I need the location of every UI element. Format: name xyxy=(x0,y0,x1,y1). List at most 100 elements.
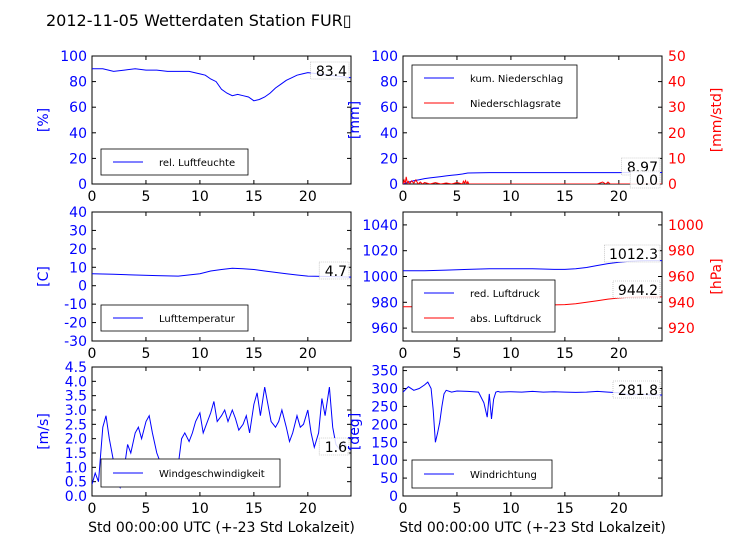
x-tick-label: 15 xyxy=(556,501,574,517)
legend-entry: Niederschlagsrate xyxy=(470,99,561,110)
y-tick-label: 1020 xyxy=(362,244,398,260)
y-tick-label: 0 xyxy=(78,279,87,295)
y-tick-label: 20 xyxy=(69,242,87,258)
legend-box xyxy=(100,148,249,176)
legend-entry: kum. Niederschlag xyxy=(470,74,563,85)
y-tick-label: 100 xyxy=(371,49,398,65)
y2-tick-label: 20 xyxy=(668,126,686,142)
series-line-0 xyxy=(403,381,662,443)
y-axis-label: [mm] xyxy=(347,101,363,139)
y-tick-label: 100 xyxy=(371,453,398,469)
value-label: 83.4 xyxy=(316,64,347,80)
y2-tick-label: 30 xyxy=(668,100,686,116)
value-label: 0.0 xyxy=(636,173,658,189)
legend-entry: Windgeschwindigkeit xyxy=(159,469,265,480)
value-label: 944.2 xyxy=(618,283,658,299)
y-tick-label: 250 xyxy=(371,399,398,415)
x-tick-label: 5 xyxy=(141,189,150,205)
x-tick-label: 0 xyxy=(399,346,408,362)
x-tick-label: 20 xyxy=(610,346,628,362)
y-tick-label: 60 xyxy=(69,100,87,116)
x-tick-label: 10 xyxy=(191,346,209,362)
y2-tick-label: 50 xyxy=(668,49,686,65)
y-tick-label: 40 xyxy=(69,205,87,221)
y-tick-label: 0 xyxy=(78,177,87,193)
x-tick-label: 15 xyxy=(556,346,574,362)
x-tick-label: 10 xyxy=(502,501,520,517)
panel-top-right: 0 5 10 15 20 0 20 40 60 80 100 0 10 20 30 40 50 [mm] [mm/s… xyxy=(347,49,725,205)
y2-axis-label: [mm/std] xyxy=(709,88,725,153)
y2-tick-label: 980 xyxy=(668,244,695,260)
y-tick-label: 3.5 xyxy=(65,389,87,405)
y-tick-label: 1040 xyxy=(362,218,398,234)
value-label-box xyxy=(318,437,350,456)
legend: Lufttemperatur xyxy=(100,304,249,332)
series-line-1 xyxy=(403,176,662,184)
legend: Windrichtung xyxy=(411,459,553,489)
legend: Windgeschwindigkeit xyxy=(100,458,281,488)
y-tick-label: 30 xyxy=(69,223,87,239)
y-tick-label: 0 xyxy=(389,489,398,505)
x-tick-label: 20 xyxy=(299,346,317,362)
y-axis-label: [m/s] xyxy=(36,413,52,450)
x-tick-label: 0 xyxy=(399,501,408,517)
panel-middle-left: 0 5 10 15 20 -30 -20 -10 0 10 20 30 40 [C] Lufttempera… xyxy=(36,205,352,362)
x-tick-label: 5 xyxy=(452,501,461,517)
y-tick-label: -10 xyxy=(64,297,87,313)
x-tick-label: 5 xyxy=(452,189,461,205)
x-tick-label: 5 xyxy=(141,346,150,362)
legend-box xyxy=(411,64,578,119)
y-tick-label: 150 xyxy=(371,435,398,451)
x-tick-label: 10 xyxy=(191,189,209,205)
y-tick-label: 980 xyxy=(371,295,398,311)
legend-entry: rel. Luftfeuchte xyxy=(159,158,235,169)
x-tick-label: 15 xyxy=(245,501,263,517)
y-tick-label: 3.0 xyxy=(65,403,87,419)
y-tick-label: 4.5 xyxy=(65,360,87,376)
legend-entry: abs. Luftdruck xyxy=(470,314,541,325)
y-tick-label: 40 xyxy=(69,126,87,142)
x-tick-label: 10 xyxy=(502,189,520,205)
series-line-0 xyxy=(92,68,351,102)
y-tick-label: 300 xyxy=(371,382,398,398)
legend: rel. Luftfeuchte xyxy=(100,148,249,176)
x-tick-label: 20 xyxy=(299,189,317,205)
value-label-box xyxy=(604,244,661,263)
value-label: 1012.3 xyxy=(609,247,658,263)
x-tick-label: 5 xyxy=(452,346,461,362)
legend-box xyxy=(411,279,556,333)
x-tick-label: 20 xyxy=(299,501,317,517)
y-tick-label: 20 xyxy=(380,151,398,167)
x-tick-label: 0 xyxy=(399,189,408,205)
y2-tick-label: 940 xyxy=(668,295,695,311)
series-line-0 xyxy=(92,387,351,490)
y-tick-label: 40 xyxy=(380,126,398,142)
y-tick-label: 0.0 xyxy=(65,489,87,505)
x-tick-label: 0 xyxy=(88,501,97,517)
y-tick-label: 100 xyxy=(60,49,87,65)
panel-bottom-left: 0 5 10 15 20 0.00.51.01.52.02.53.03.54.04.5 [m… xyxy=(36,360,355,536)
y-tick-label: -20 xyxy=(64,316,87,332)
y-axis-label: [deg] xyxy=(347,413,363,450)
x-tick-label: 0 xyxy=(88,346,97,362)
y2-tick-label: 10 xyxy=(668,151,686,167)
legend-box xyxy=(411,459,553,489)
value-label-box xyxy=(629,170,661,189)
y-axis-label: [%] xyxy=(36,108,52,132)
y-tick-label: 1000 xyxy=(362,270,398,286)
series-line-0 xyxy=(92,267,351,278)
y-tick-label: 10 xyxy=(69,260,87,276)
legend-entry: red. Luftdruck xyxy=(470,289,540,300)
y-tick-label: 20 xyxy=(69,151,87,167)
value-label: 1.6 xyxy=(325,440,347,456)
y-axis-label: [C] xyxy=(36,266,52,287)
y2-tick-label: 920 xyxy=(668,321,695,337)
y-tick-label: 350 xyxy=(371,364,398,380)
y-tick-label: 50 xyxy=(380,471,398,487)
y-tick-label: 960 xyxy=(371,321,398,337)
value-label: 281.8 xyxy=(618,383,658,399)
panel-middle-right: 0 5 10 15 20 960 980 1000 1020 1040 920 940 960 980 10… xyxy=(362,211,725,362)
